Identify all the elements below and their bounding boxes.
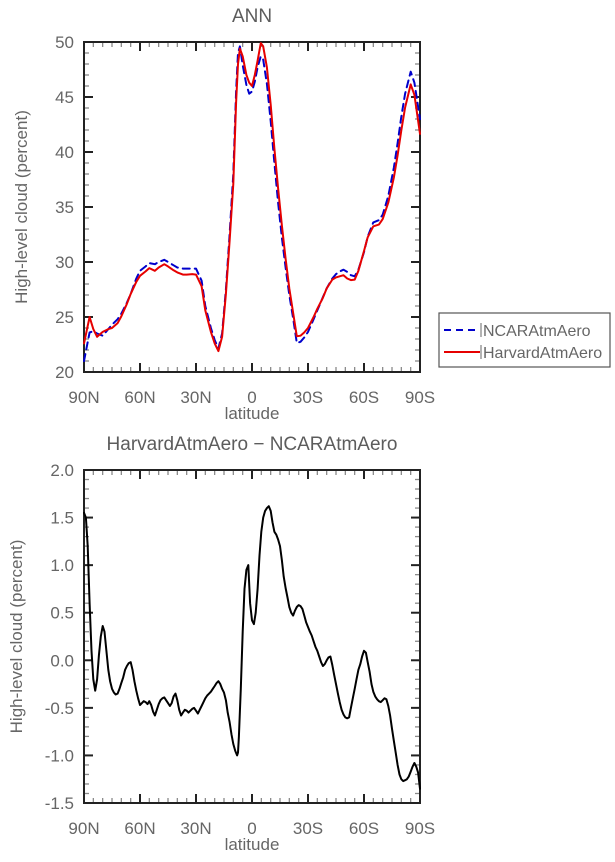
x-tick-label: 30S xyxy=(293,388,323,407)
y-tick-label: -1.5 xyxy=(45,794,74,813)
x-tick-label: 90S xyxy=(405,819,435,838)
legend-entry-label: HarvardAtmAero xyxy=(483,345,602,362)
x-tick-label: 60S xyxy=(349,388,379,407)
y-tick-label: 40 xyxy=(55,143,74,162)
y-tick-label: 35 xyxy=(55,198,74,217)
axis-frame xyxy=(83,41,421,373)
bottom-chart: 90N 60N 30N 0 30S 60S 90S 2.0 1.5 1.0 0.5 0.0 -0.5 -1… xyxy=(7,434,435,854)
y-tick-label: 25 xyxy=(55,308,74,327)
x-tick-label: 60S xyxy=(349,819,379,838)
x-tick-label: 30N xyxy=(180,388,211,407)
x-tick-label: 30N xyxy=(180,819,211,838)
x-axis-label: latitude xyxy=(225,835,280,854)
series-line-ncaratmaero xyxy=(83,45,421,362)
x-tick-label: 0 xyxy=(247,388,256,407)
x-tick-label: 90N xyxy=(68,819,99,838)
y-tick-label: 0.0 xyxy=(50,651,74,670)
y-tick-label: 0.5 xyxy=(50,604,74,623)
y-tick-label: 30 xyxy=(55,253,74,272)
x-tick-label: 0 xyxy=(247,819,256,838)
y-tick-label: 1.0 xyxy=(50,556,74,575)
y-axis-label: High-level cloud (percent) xyxy=(7,540,26,734)
y-tick-label: -1.0 xyxy=(45,746,74,765)
series-line-harvardatmaero-ncaratmaero xyxy=(83,505,421,790)
chart-title: HarvardAtmAero − NCARAtmAero xyxy=(107,434,398,455)
x-tick-label: 90N xyxy=(68,388,99,407)
top-chart: 90N 60N 30N 0 30S 60S 90S 20 25 30 35 40 45 50 ANN lati… xyxy=(12,6,611,423)
x-tick-label: 90S xyxy=(405,388,435,407)
y-tick-label: 20 xyxy=(55,363,74,382)
x-axis-label: latitude xyxy=(225,404,280,423)
y-tick-label: 50 xyxy=(55,33,74,52)
y-tick-label: 1.5 xyxy=(50,509,74,528)
x-tick-label: 60N xyxy=(124,819,155,838)
x-tick-label: 30S xyxy=(293,819,323,838)
y-axis-label: High-level cloud (percent) xyxy=(12,110,31,304)
x-tick-label: 60N xyxy=(124,388,155,407)
series-line-harvardatmaero xyxy=(83,42,421,353)
y-tick-label: 45 xyxy=(55,88,74,107)
y-tick-label: -0.5 xyxy=(45,699,74,718)
y-tick-label: 2.0 xyxy=(50,461,74,480)
axis-frame xyxy=(83,469,421,804)
legend-entry-label: NCARAtmAero xyxy=(483,323,591,340)
chart-title: ANN xyxy=(232,6,272,27)
legend-box xyxy=(438,312,611,368)
